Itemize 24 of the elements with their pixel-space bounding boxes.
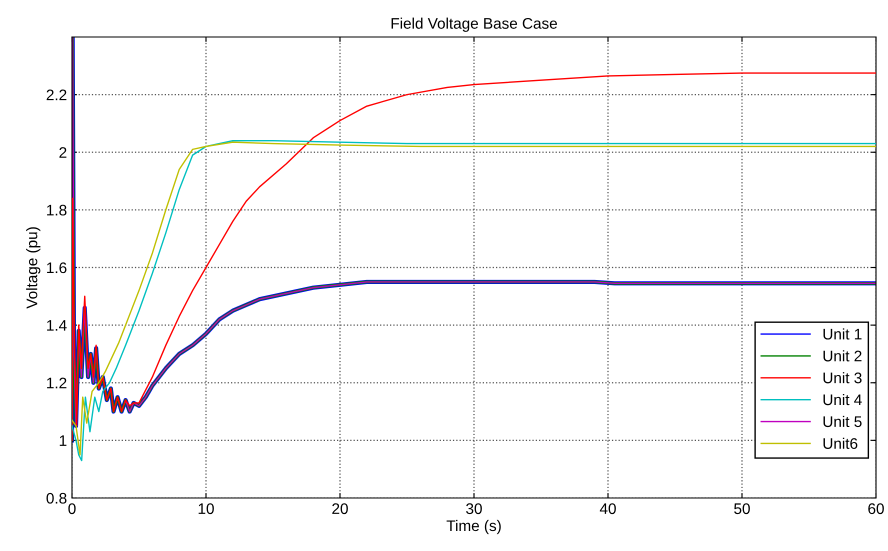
y-tick-label: 2 [59, 147, 66, 158]
legend-label: Unit6 [824, 438, 858, 449]
x-tick-label: 20 [332, 503, 348, 514]
x-tick-label: 0 [68, 503, 76, 514]
y-tick-label: 1 [60, 435, 66, 446]
x-tick-label: 10 [198, 503, 214, 514]
y-tick-label: 1.2 [47, 378, 66, 388]
x-axis-title: Time (s) [446, 520, 501, 534]
x-tick-label: 50 [734, 503, 750, 514]
y-tick-label: 1.6 [47, 262, 66, 274]
chart-title: Field Voltage Base Case [392, 18, 557, 32]
y-tick-label: 0.8 [46, 492, 66, 504]
legend-label: Unit 2 [824, 350, 862, 362]
legend-label: Unit 3 [824, 372, 862, 384]
y-tick-label: 1.4 [47, 320, 67, 331]
y-tick-label: 1.8 [47, 204, 66, 216]
x-tick-label: 30 [466, 503, 482, 514]
legend-label: Unit 5 [824, 416, 862, 428]
y-tick-label: 2.2 [46, 89, 66, 100]
legend-label: Unit 1 [824, 328, 862, 340]
x-tick-label: 60 [868, 503, 884, 514]
y-axis-title: Voltage (pu) [26, 227, 40, 309]
legend-label: Unit 4 [824, 394, 862, 406]
x-tick-label: 40 [600, 503, 616, 514]
